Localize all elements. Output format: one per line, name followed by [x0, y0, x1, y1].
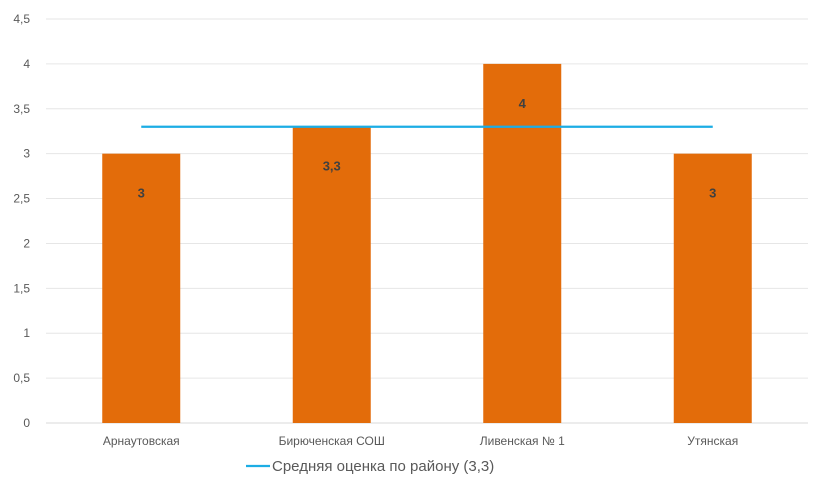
- y-tick-label: 1: [23, 326, 30, 340]
- y-tick-label: 4,5: [13, 12, 30, 26]
- legend: Средняя оценка по району (3,3): [246, 458, 494, 475]
- legend-label: Средняя оценка по району (3,3): [272, 458, 494, 475]
- y-axis-ticks: 0 0,5 1 1,5 2 2,5 3 3,5 4 4,5: [13, 12, 30, 430]
- y-tick-label: 3,5: [13, 102, 30, 116]
- y-tick-label: 4: [23, 57, 30, 71]
- x-category-label: Арнаутовская: [103, 434, 180, 448]
- bars: [102, 63, 752, 424]
- x-category-label: Утянская: [687, 434, 738, 448]
- bar: [292, 126, 371, 423]
- x-axis-categories: Арнаутовская Бирюченская СОШ Ливенская № 1…: [103, 434, 738, 448]
- data-label: 3,3: [323, 159, 341, 174]
- data-label: 3: [138, 186, 145, 201]
- y-tick-label: 2: [23, 236, 30, 250]
- bar: [483, 63, 562, 424]
- y-tick-label: 3: [23, 147, 30, 161]
- y-tick-label: 0,5: [13, 371, 30, 385]
- x-category-label: Бирюченская СОШ: [279, 434, 385, 448]
- bar: [673, 153, 752, 423]
- bar: [102, 153, 181, 423]
- data-labels: 3 3,3 4 3: [138, 96, 717, 201]
- data-label: 3: [709, 186, 716, 201]
- y-tick-label: 1,5: [13, 281, 30, 295]
- y-tick-label: 0: [23, 416, 30, 430]
- data-label: 4: [519, 96, 527, 111]
- y-tick-label: 2,5: [13, 192, 30, 206]
- x-category-label: Ливенская № 1: [480, 434, 565, 448]
